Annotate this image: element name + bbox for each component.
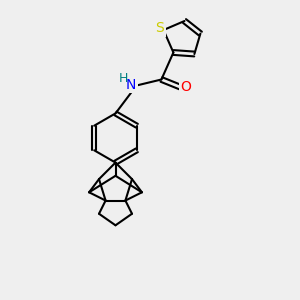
Text: O: O bbox=[180, 80, 191, 94]
Text: N: N bbox=[126, 78, 136, 92]
Text: H: H bbox=[119, 72, 129, 86]
Text: S: S bbox=[155, 22, 164, 35]
